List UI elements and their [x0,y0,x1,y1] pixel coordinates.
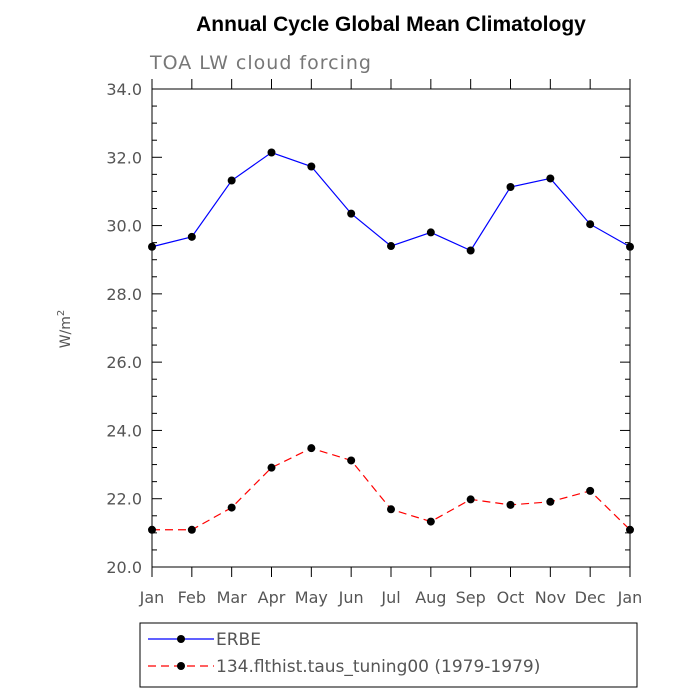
y-tick-label: 34.0 [106,80,142,99]
series-lines [151,151,631,531]
x-tick-label: Jan [617,588,643,607]
data-point [387,505,395,514]
x-tick-label: Jan [139,588,165,607]
plot-frame [151,88,631,568]
legend-marker [177,635,185,643]
series-points [148,148,634,534]
y-tick-label: 22.0 [106,490,142,509]
legend-label-1: ERBE [216,630,261,650]
y-tick-label: 28.0 [106,285,142,304]
data-point [148,242,156,251]
legend: ERBE 134.flthist.taus_tuning00 (1979-1979… [148,630,540,677]
x-tick-label: May [295,588,328,607]
y-axis-label: W/m2 [56,310,74,349]
x-tick-label: Dec [575,588,606,607]
x-tick-labels: Jan Feb Mar Apr May Jun Jul Aug Sep Oct Nov Dec Jan [139,588,643,607]
series-line-1 [151,151,631,252]
data-point [227,503,236,512]
data-point [227,176,236,185]
data-point [187,232,196,241]
data-point [506,182,515,191]
data-point [426,517,435,526]
x-tick-label: Feb [178,588,206,607]
x-tick-label: Nov [535,588,566,607]
axis-ticks [151,79,631,577]
legend-box [139,622,638,688]
data-point [546,497,555,506]
y-tick-label: 26.0 [106,353,142,372]
chart-title: Annual Cycle Global Mean Climatology [196,13,586,36]
series-line-2 [152,447,631,531]
x-tick-label: Jun [338,588,364,607]
data-point [586,486,595,495]
x-tick-label: Aug [415,588,446,607]
legend-marker [177,662,185,670]
x-tick-label: Jul [380,588,400,607]
y-tick-label: 32.0 [106,148,142,167]
x-tick-label: Apr [258,588,286,607]
x-tick-label: Mar [217,588,248,607]
data-point [466,246,475,255]
data-point [187,525,196,534]
data-point [506,500,515,509]
data-point [466,495,475,504]
data-point [307,162,316,171]
data-point [546,174,555,183]
x-tick-label: Sep [456,588,486,607]
data-point [626,242,634,251]
data-point [347,456,356,465]
y-tick-label: 24.0 [106,421,142,440]
data-point [267,148,276,157]
y-tick-label: 20.0 [106,558,142,577]
y-tick-label: 30.0 [106,217,142,236]
data-point [426,228,435,237]
x-tick-label: Oct [497,588,525,607]
data-point [267,463,276,472]
data-point [307,444,316,453]
legend-label-2: 134.flthist.taus_tuning00 (1979-1979) [216,657,540,677]
data-point [626,525,634,534]
chart-subtitle: TOA LW cloud forcing [149,52,372,74]
data-point [347,209,356,218]
data-point [148,525,156,534]
data-point [387,242,395,251]
data-point [586,220,595,229]
y-tick-labels: 20.0 22.0 24.0 26.0 28.0 30.0 32.0 34.0 [106,80,142,577]
